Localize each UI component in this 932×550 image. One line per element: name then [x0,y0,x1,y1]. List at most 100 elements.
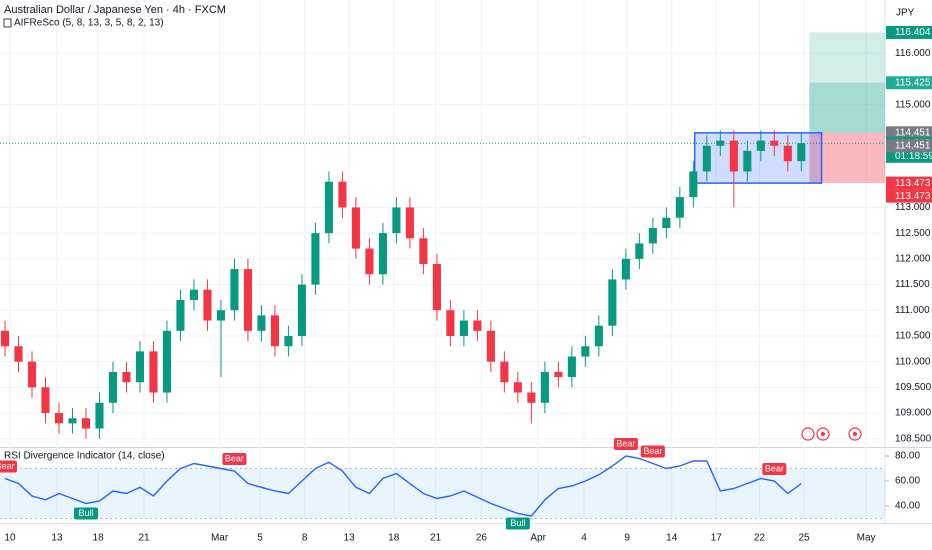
tag-label: Bear [0,461,15,471]
x-tick-label: 25 [798,533,810,544]
candle-body [135,351,145,383]
y-tick-label: 109.000 [895,408,932,419]
price-label-box [886,139,932,153]
y-tick-label: 113.000 [895,202,931,213]
candle-body [473,320,482,331]
divergence-tag: Bear [222,453,247,465]
y-tick-label: 60.00 [895,476,920,487]
flash-icon[interactable] [801,427,815,441]
candle-body [108,371,118,403]
candle-body [635,243,644,259]
alert-dot [821,432,825,436]
y-tick-label: 116.000 [895,48,931,59]
candle-body [216,310,225,321]
candle-body [189,289,199,300]
divergence-tag: Bear [613,438,638,450]
y-tick-label: 108.500 [895,433,932,444]
tag-box [613,438,638,450]
candle-body [581,346,590,357]
candle-body [621,258,630,280]
price-label-box [886,189,932,203]
candle-body [540,371,549,403]
divergence-tag: Bull [73,507,98,520]
candle-body [365,248,374,275]
candle-body [419,238,428,264]
alert-dot [853,432,857,436]
divergence-tag: Bear [762,463,787,475]
countdown: 01:18:59 [895,151,932,162]
x-tick-label: 4 [581,533,587,544]
candle-body [0,330,10,347]
x-tick-label: 13 [344,533,356,544]
candle-body [797,143,806,162]
candle-body [351,207,360,249]
candle-body [81,418,91,429]
candle-body [338,181,347,208]
divergence-tag: Bear [0,460,17,473]
price-label-box [886,76,932,90]
rsi-title: RSI Divergence Indicator (14, close) [4,451,165,462]
x-tick-label: 18 [93,533,105,544]
y-tick-label: 115.000 [895,99,931,110]
candle-body [405,207,414,239]
price-label-box [886,126,932,140]
candle-body [608,279,617,326]
tag-box [505,517,530,530]
x-tick-label: 14 [666,533,678,544]
price-label-box [886,176,932,190]
candle-body [243,269,252,331]
tag-label: Bear [643,446,662,456]
candle-body [500,361,509,383]
x-tick-label: 22 [754,533,766,544]
candle-body [729,140,738,172]
x-tick-label: 21 [138,533,150,544]
price-label: 114.451 [895,127,931,138]
candle-body [743,150,752,172]
candle-body [675,197,684,218]
y-tick-label: 80.00 [895,451,920,462]
x-tick-label: Mar [211,533,229,544]
candle-body [257,315,266,331]
rsi-band [0,468,885,519]
alert-icon[interactable] [848,427,862,441]
candle-body [486,330,495,362]
currency-label[interactable]: JPY [896,8,915,19]
x-tick-label: 9 [624,533,630,544]
tag-label: Bear [616,438,635,448]
candle-body [432,263,441,311]
candle-body [176,299,185,331]
rsi-line [4,455,802,517]
y-tick-label: 110.500 [895,331,931,342]
symbol-title: Australian Dollar / Japanese Yen · 4h · … [4,4,226,16]
candle-body [527,392,536,403]
candle-body [230,269,239,311]
x-tick-label: 13 [51,533,63,544]
target-zone [809,32,885,133]
indicator-icon [3,18,12,28]
tag-box [222,453,247,465]
candle-body [41,387,50,414]
y-tick-label: 110.000 [895,356,931,367]
divergence-tag: Bear [640,445,665,458]
price-pane [0,0,885,523]
candle-body [270,315,279,347]
candle-body [149,351,158,393]
x-tick-label: 17 [711,533,723,544]
candle-body [95,402,104,429]
candle-body [392,207,401,234]
price-label: 114.451 [895,140,931,151]
x-tick-label: 18 [388,533,400,544]
rsi-pane: Bear Bull Bear Bull Bear Bear Bear [0,438,889,530]
tag-label: Bull [510,518,525,528]
y-tick-label: 109.500 [895,382,932,393]
candle-body [446,310,455,336]
candle-body [68,418,77,424]
alert-icon[interactable] [816,427,830,441]
target-zone-inner [809,82,885,133]
indicator-label: AIFReSco (5, 8, 13, 3, 5, 8, 2, 13) [14,18,164,29]
candle-body [297,284,306,336]
candle-body [567,356,576,378]
x-tick-label: 5 [257,533,263,544]
y-tick-label: 40.00 [895,501,920,512]
